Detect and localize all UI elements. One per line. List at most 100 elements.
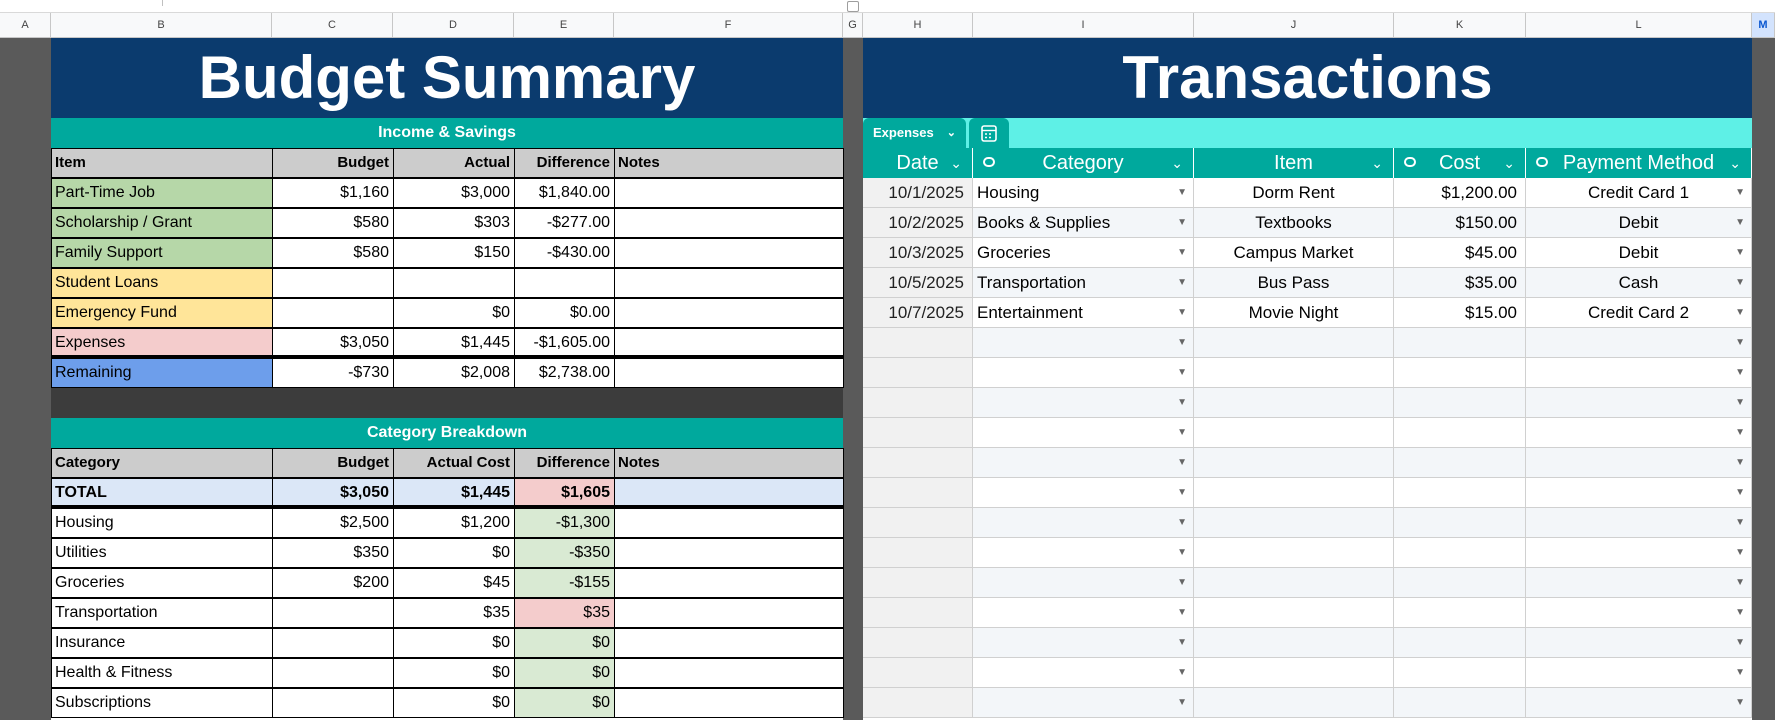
tx-cost[interactable] — [1394, 628, 1526, 658]
tx-item[interactable] — [1194, 538, 1394, 568]
tx-category-dropdown[interactable]: ▼ — [973, 418, 1194, 448]
tx-payment-dropdown[interactable]: ▼ — [1526, 418, 1752, 448]
income-row-notes[interactable] — [614, 298, 844, 328]
tx-cost[interactable] — [1394, 478, 1526, 508]
income-row-notes[interactable] — [614, 328, 844, 358]
dropdown-arrow-icon[interactable]: ▼ — [1177, 217, 1187, 228]
tx-item[interactable] — [1194, 328, 1394, 358]
tx-date[interactable] — [863, 478, 973, 508]
tx-item[interactable]: Bus Pass — [1194, 268, 1394, 298]
tx-item[interactable] — [1194, 568, 1394, 598]
tx-date[interactable] — [863, 658, 973, 688]
dropdown-arrow-icon[interactable]: ▼ — [1177, 457, 1187, 468]
income-row-notes[interactable] — [614, 358, 844, 388]
tx-cost[interactable]: $1,200.00 — [1394, 178, 1526, 208]
tx-payment-dropdown[interactable]: Cash ▼ — [1526, 268, 1752, 298]
column-header-k[interactable]: K — [1394, 13, 1526, 37]
dropdown-arrow-icon[interactable]: ▼ — [1177, 247, 1187, 258]
tx-date[interactable]: 10/7/2025 — [863, 298, 973, 328]
tx-category-dropdown[interactable]: Books & Supplies ▼ — [973, 208, 1194, 238]
category-row-notes[interactable] — [614, 538, 844, 568]
column-header-i[interactable]: I — [973, 13, 1194, 37]
column-header-l[interactable]: L — [1526, 13, 1752, 37]
column-header-a[interactable]: A — [0, 13, 51, 37]
column-header-m[interactable]: M — [1752, 13, 1775, 37]
column-header-e[interactable]: E — [514, 13, 614, 37]
tx-cost[interactable] — [1394, 538, 1526, 568]
tx-payment-dropdown[interactable]: ▼ — [1526, 478, 1752, 508]
column-header-b[interactable]: B — [51, 13, 272, 37]
income-row-notes[interactable] — [614, 268, 844, 298]
tx-payment-dropdown[interactable]: ▼ — [1526, 568, 1752, 598]
column-header-j[interactable]: J — [1194, 13, 1394, 37]
tx-category-dropdown[interactable]: ▼ — [973, 688, 1194, 718]
dropdown-arrow-icon[interactable]: ▼ — [1735, 547, 1745, 558]
dropdown-arrow-icon[interactable]: ▼ — [1735, 307, 1745, 318]
tx-category-dropdown[interactable]: ▼ — [973, 388, 1194, 418]
income-row-notes[interactable] — [614, 238, 844, 268]
tx-category-dropdown[interactable]: Housing ▼ — [973, 178, 1194, 208]
dropdown-arrow-icon[interactable]: ▼ — [1735, 367, 1745, 378]
tx-payment-dropdown[interactable]: ▼ — [1526, 658, 1752, 688]
tx-category-dropdown[interactable]: ▼ — [973, 538, 1194, 568]
tx-date[interactable] — [863, 328, 973, 358]
tx-item[interactable] — [1194, 658, 1394, 688]
tx-cost[interactable] — [1394, 598, 1526, 628]
tx-cost[interactable] — [1394, 568, 1526, 598]
tx-cost[interactable]: $45.00 — [1394, 238, 1526, 268]
tx-payment-dropdown[interactable]: ▼ — [1526, 358, 1752, 388]
tx-item[interactable]: Campus Market — [1194, 238, 1394, 268]
tx-header-cost[interactable]: Cost ⌄ — [1394, 148, 1526, 178]
tx-date[interactable] — [863, 418, 973, 448]
dropdown-arrow-icon[interactable]: ▼ — [1735, 277, 1745, 288]
tx-category-dropdown[interactable]: ▼ — [973, 478, 1194, 508]
dropdown-arrow-icon[interactable]: ▼ — [1735, 217, 1745, 228]
tx-date[interactable] — [863, 388, 973, 418]
tx-category-dropdown[interactable]: ▼ — [973, 598, 1194, 628]
tx-payment-dropdown[interactable]: Debit ▼ — [1526, 238, 1752, 268]
category-row-notes[interactable] — [614, 598, 844, 628]
dropdown-arrow-icon[interactable]: ▼ — [1177, 517, 1187, 528]
dropdown-arrow-icon[interactable]: ▼ — [1177, 607, 1187, 618]
tx-date[interactable]: 10/2/2025 — [863, 208, 973, 238]
tab-expenses[interactable]: Expenses ⌄ — [863, 118, 966, 148]
tx-cost[interactable]: $35.00 — [1394, 268, 1526, 298]
tx-item[interactable] — [1194, 448, 1394, 478]
dropdown-arrow-icon[interactable]: ▼ — [1177, 427, 1187, 438]
dropdown-arrow-icon[interactable]: ▼ — [1177, 637, 1187, 648]
tx-payment-dropdown[interactable]: Credit Card 2 ▼ — [1526, 298, 1752, 328]
tx-cost[interactable]: $150.00 — [1394, 208, 1526, 238]
tx-item[interactable] — [1194, 388, 1394, 418]
tx-item[interactable] — [1194, 478, 1394, 508]
tx-item[interactable]: Movie Night — [1194, 298, 1394, 328]
dropdown-arrow-icon[interactable]: ▼ — [1735, 187, 1745, 198]
tx-date[interactable]: 10/3/2025 — [863, 238, 973, 268]
dropdown-arrow-icon[interactable]: ▼ — [1735, 457, 1745, 468]
tx-item[interactable]: Dorm Rent — [1194, 178, 1394, 208]
dropdown-arrow-icon[interactable]: ▼ — [1177, 367, 1187, 378]
category-row-notes[interactable] — [614, 658, 844, 688]
tx-category-dropdown[interactable]: Groceries ▼ — [973, 238, 1194, 268]
dropdown-arrow-icon[interactable]: ▼ — [1735, 427, 1745, 438]
dropdown-arrow-icon[interactable]: ▼ — [1177, 547, 1187, 558]
tx-payment-dropdown[interactable]: Credit Card 1 ▼ — [1526, 178, 1752, 208]
tx-header-category[interactable]: Category ⌄ — [973, 148, 1194, 178]
category-row-notes[interactable] — [614, 688, 844, 718]
tx-item[interactable] — [1194, 508, 1394, 538]
tx-payment-dropdown[interactable]: Debit ▼ — [1526, 208, 1752, 238]
tx-category-dropdown[interactable]: ▼ — [973, 358, 1194, 388]
tx-cost[interactable] — [1394, 388, 1526, 418]
dropdown-arrow-icon[interactable]: ▼ — [1177, 697, 1187, 708]
tx-date[interactable]: 10/1/2025 — [863, 178, 973, 208]
tx-category-dropdown[interactable]: ▼ — [973, 508, 1194, 538]
tx-date[interactable] — [863, 538, 973, 568]
dropdown-arrow-icon[interactable]: ▼ — [1735, 637, 1745, 648]
tx-payment-dropdown[interactable]: ▼ — [1526, 688, 1752, 718]
total-notes[interactable] — [614, 478, 844, 508]
category-row-notes[interactable] — [614, 508, 844, 538]
dropdown-arrow-icon[interactable]: ▼ — [1735, 397, 1745, 408]
dropdown-arrow-icon[interactable]: ▼ — [1735, 667, 1745, 678]
tx-category-dropdown[interactable]: ▼ — [973, 628, 1194, 658]
tx-payment-dropdown[interactable]: ▼ — [1526, 628, 1752, 658]
freeze-handle-icon[interactable] — [847, 1, 859, 12]
